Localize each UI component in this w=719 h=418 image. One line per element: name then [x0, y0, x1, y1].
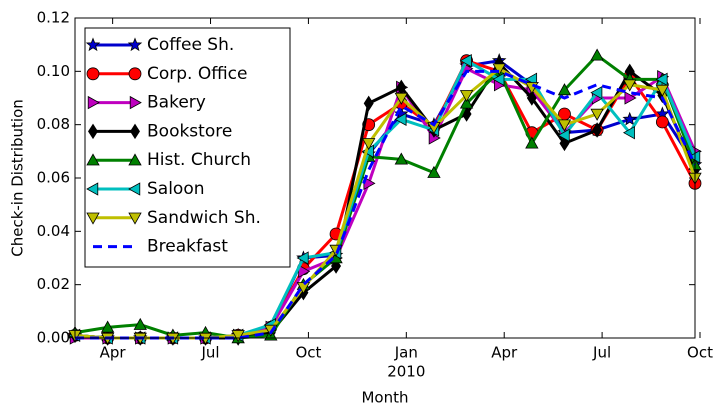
- y-tick-label: 0.00: [37, 329, 70, 347]
- marker: [622, 111, 637, 126]
- marker: [86, 67, 100, 81]
- marker: [128, 153, 142, 166]
- y-tick-label: 0.12: [37, 9, 70, 27]
- marker: [623, 79, 637, 92]
- y-tick-label: 0.04: [37, 222, 70, 240]
- marker: [459, 96, 474, 109]
- x-tick-label: Oct: [295, 344, 321, 362]
- marker: [128, 182, 141, 196]
- marker: [88, 123, 98, 140]
- marker: [231, 330, 245, 343]
- legend-label: Bakery: [147, 93, 206, 113]
- plot-frame: [74, 17, 696, 339]
- y-tick-label: 0.06: [37, 169, 70, 187]
- marker: [526, 90, 537, 106]
- marker: [362, 138, 376, 151]
- y-tick-label: 0.02: [37, 275, 70, 293]
- series-line: [75, 69, 697, 340]
- legend-label: Bookstore: [147, 121, 232, 141]
- marker: [622, 125, 635, 140]
- marker: [557, 128, 570, 143]
- marker: [624, 91, 637, 105]
- marker: [296, 282, 311, 295]
- marker: [655, 84, 670, 97]
- marker: [128, 212, 142, 225]
- marker: [130, 123, 140, 140]
- legend-label: Coffee Sh.: [147, 35, 234, 55]
- legend-label: Corp. Office: [147, 64, 247, 84]
- marker: [590, 48, 604, 61]
- marker: [557, 119, 572, 132]
- marker: [655, 72, 668, 87]
- x-tick-label: Apr: [491, 344, 518, 362]
- marker: [128, 67, 142, 81]
- legend-label: Hist. Church: [147, 150, 251, 170]
- legend-label: Breakfast: [147, 237, 228, 257]
- marker: [86, 153, 100, 166]
- marker: [394, 152, 408, 165]
- marker: [525, 136, 539, 149]
- x-tick-label: Jul: [200, 344, 219, 362]
- marker: [688, 149, 701, 164]
- marker: [590, 85, 603, 100]
- x-tick-label: Oct: [687, 344, 713, 362]
- marker: [427, 165, 441, 178]
- marker: [459, 90, 474, 103]
- x-tick-label: Apr: [100, 344, 127, 362]
- year-label: 2010: [387, 363, 425, 381]
- marker: [394, 112, 407, 127]
- x-axis-label: Month: [361, 389, 408, 407]
- marker: [492, 72, 505, 87]
- marker: [592, 122, 603, 138]
- marker: [394, 92, 408, 105]
- marker: [363, 95, 374, 112]
- marker: [127, 37, 143, 52]
- marker: [129, 95, 142, 110]
- series: [75, 69, 697, 340]
- legend-box: [84, 27, 291, 268]
- x-tick-label: Jul: [592, 344, 611, 362]
- marker: [298, 264, 311, 279]
- y-tick-label: 0.10: [37, 62, 70, 80]
- legend-label: Saloon: [147, 179, 205, 199]
- marker: [87, 95, 100, 110]
- marker: [86, 182, 99, 196]
- x-tick-label: Jan: [394, 344, 418, 362]
- marker: [492, 63, 506, 76]
- marker: [655, 115, 669, 129]
- marker: [590, 108, 604, 121]
- y-tick-label: 0.08: [37, 115, 70, 133]
- marker: [86, 212, 100, 225]
- marker: [459, 53, 472, 68]
- marker: [85, 37, 101, 52]
- marker: [296, 251, 309, 265]
- y-axis-label: Check-in Distribution: [9, 99, 27, 257]
- marker: [557, 83, 572, 96]
- legend-label: Sandwich Sh.: [147, 208, 261, 228]
- marker: [100, 320, 115, 333]
- marker: [133, 317, 147, 330]
